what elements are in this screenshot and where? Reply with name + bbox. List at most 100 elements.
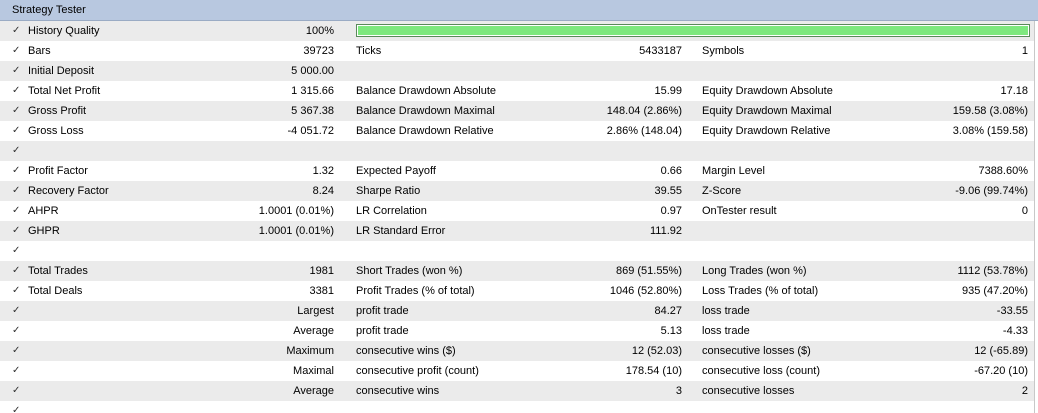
- table-row[interactable]: ✓ GHPR 1.0001 (0.01%) LR Standard Error 111.…: [0, 221, 1034, 241]
- row-value: 12 (52.03): [631, 345, 682, 357]
- row-value: 148.04 (2.86%): [606, 105, 682, 117]
- table-row[interactable]: ✓ Gross Profit 5 367.38 Balance Drawdown Ma…: [0, 101, 1034, 121]
- check-icon: ✓: [12, 185, 21, 196]
- row-label: Short Trades (won %): [356, 265, 463, 277]
- row-label: profit trade: [356, 305, 409, 317]
- table-row[interactable]: ✓ Gross Loss -4 051.72 Balance Drawdown Rel…: [0, 121, 1034, 141]
- row-label: OnTester result: [702, 205, 777, 217]
- table-row[interactable]: ✓ Largest profit trade 84.27 loss trade -33.5…: [0, 301, 1034, 321]
- row-value: 5 000.00: [291, 65, 334, 77]
- table-row[interactable]: ✓ AHPR 1.0001 (0.01%) LR Correlation 0.97 OnT…: [0, 201, 1034, 221]
- table-row[interactable]: ✓ Maximum consecutive wins ($) 12 (52.03) co…: [0, 341, 1034, 361]
- table-row[interactable]: ✓ Total Deals 3381 Profit Trades (% of tota…: [0, 281, 1034, 301]
- row-value: 1046 (52.80%): [609, 285, 682, 297]
- row-value: 1112 (53.78%): [957, 265, 1028, 277]
- row-value: 0.66: [660, 165, 682, 177]
- row-value: 2.86% (148.04): [606, 125, 682, 137]
- check-icon: ✓: [12, 65, 21, 76]
- row-label: consecutive wins: [356, 385, 440, 397]
- results-table: ✓ History Quality 100% ✓ Bars 39723 Ticks 54…: [0, 21, 1034, 413]
- row-label: Balance Drawdown Absolute: [356, 85, 497, 97]
- table-row[interactable]: ✓: [0, 241, 1034, 261]
- row-label: Balance Drawdown Maximal: [356, 105, 495, 117]
- row-label: Loss Trades (% of total): [702, 285, 819, 297]
- row-value: 2: [1021, 385, 1028, 397]
- row-value: -9.06 (99.74%): [955, 185, 1028, 197]
- row-label: consecutive losses ($): [702, 345, 811, 357]
- row-value: 39723: [303, 45, 334, 57]
- check-icon: ✓: [12, 285, 21, 296]
- table-row[interactable]: ✓ Total Trades 1981 Short Trades (won %) 869…: [0, 261, 1034, 281]
- row-value: 3.08% (159.58): [952, 125, 1028, 137]
- row-label: Expected Payoff: [356, 165, 436, 177]
- table-row[interactable]: ✓ Recovery Factor 8.24 Sharpe Ratio 39.55 Z-S…: [0, 181, 1034, 201]
- table-row[interactable]: ✓ Total Net Profit 1 315.66 Balance Drawdow…: [0, 81, 1034, 101]
- check-icon: ✓: [12, 305, 21, 316]
- row-label: Balance Drawdown Relative: [356, 125, 494, 137]
- check-icon: ✓: [12, 205, 21, 216]
- row-value: 178.54 (10): [625, 365, 682, 377]
- table-row[interactable]: ✓ Average profit trade 5.13 loss trade -4.33: [0, 321, 1034, 341]
- row-value: 1.32: [312, 165, 334, 177]
- row-value: 5433187: [639, 45, 682, 57]
- row-label: LR Correlation: [356, 205, 427, 217]
- check-icon: ✓: [12, 145, 21, 156]
- check-icon: ✓: [12, 385, 21, 396]
- row-label: Equity Drawdown Maximal: [702, 105, 832, 117]
- row-value: -4.33: [1002, 325, 1028, 337]
- row-value: Largest: [297, 305, 334, 317]
- row-value: Average: [293, 325, 334, 337]
- table-row[interactable]: ✓: [0, 401, 1034, 413]
- row-value: Average: [293, 385, 334, 397]
- scrollbar-edge[interactable]: [1034, 21, 1038, 413]
- row-value: 100%: [305, 25, 334, 37]
- check-icon: ✓: [12, 25, 21, 36]
- row-label: Profit Factor: [28, 165, 88, 177]
- row-label: LR Standard Error: [356, 225, 446, 237]
- row-value: 159.58 (3.08%): [952, 105, 1028, 117]
- row-value: 39.55: [654, 185, 682, 197]
- table-row[interactable]: ✓ Profit Factor 1.32 Expected Payoff 0.66 Mar…: [0, 161, 1034, 181]
- row-label: Total Net Profit: [28, 85, 101, 97]
- row-value: -33.55: [996, 305, 1028, 317]
- row-label: Long Trades (won %): [702, 265, 807, 277]
- row-value: 3: [675, 385, 682, 397]
- check-icon: ✓: [12, 225, 21, 236]
- row-label: Symbols: [702, 45, 745, 57]
- row-label: loss trade: [702, 305, 750, 317]
- row-label: Total Deals: [28, 285, 83, 297]
- row-label: Profit Trades (% of total): [356, 285, 475, 297]
- check-icon: ✓: [12, 125, 21, 136]
- row-label: Gross Loss: [28, 125, 84, 137]
- row-value: 7388.60%: [978, 165, 1028, 177]
- row-value: 12 (-65.89): [974, 345, 1028, 357]
- table-row[interactable]: ✓ Average consecutive wins 3 consecutive los…: [0, 381, 1034, 401]
- table-row[interactable]: ✓: [0, 141, 1034, 161]
- row-label: consecutive losses: [702, 385, 795, 397]
- row-value: -67.20 (10): [974, 365, 1028, 377]
- row-label: Ticks: [356, 45, 382, 57]
- row-label: Equity Drawdown Relative: [702, 125, 831, 137]
- row-label: loss trade: [702, 325, 750, 337]
- row-label: GHPR: [28, 225, 60, 237]
- check-icon: ✓: [12, 85, 21, 96]
- row-label: Z-Score: [702, 185, 742, 197]
- row-value: 1.0001 (0.01%): [258, 205, 334, 217]
- row-value: 935 (47.20%): [961, 285, 1028, 297]
- table-row-history-quality[interactable]: ✓ History Quality 100%: [0, 21, 1034, 41]
- row-label: AHPR: [28, 205, 59, 217]
- table-row[interactable]: ✓ Initial Deposit 5 000.00: [0, 61, 1034, 81]
- row-value: 111.92: [649, 225, 682, 237]
- row-label: Margin Level: [702, 165, 765, 177]
- table-row[interactable]: ✓ Maximal consecutive profit (count) 178.54…: [0, 361, 1034, 381]
- row-value: 15.99: [654, 85, 682, 97]
- row-value: 0: [1021, 205, 1028, 217]
- row-value: Maximal: [293, 365, 334, 377]
- row-label: consecutive wins ($): [356, 345, 456, 357]
- window-title: Strategy Tester: [12, 4, 86, 16]
- check-icon: ✓: [12, 365, 21, 376]
- check-icon: ✓: [12, 405, 21, 413]
- history-quality-fill: [358, 26, 1028, 35]
- table-row[interactable]: ✓ Bars 39723 Ticks 5433187 Symbols 1: [0, 41, 1034, 61]
- row-value: 1981: [309, 265, 334, 277]
